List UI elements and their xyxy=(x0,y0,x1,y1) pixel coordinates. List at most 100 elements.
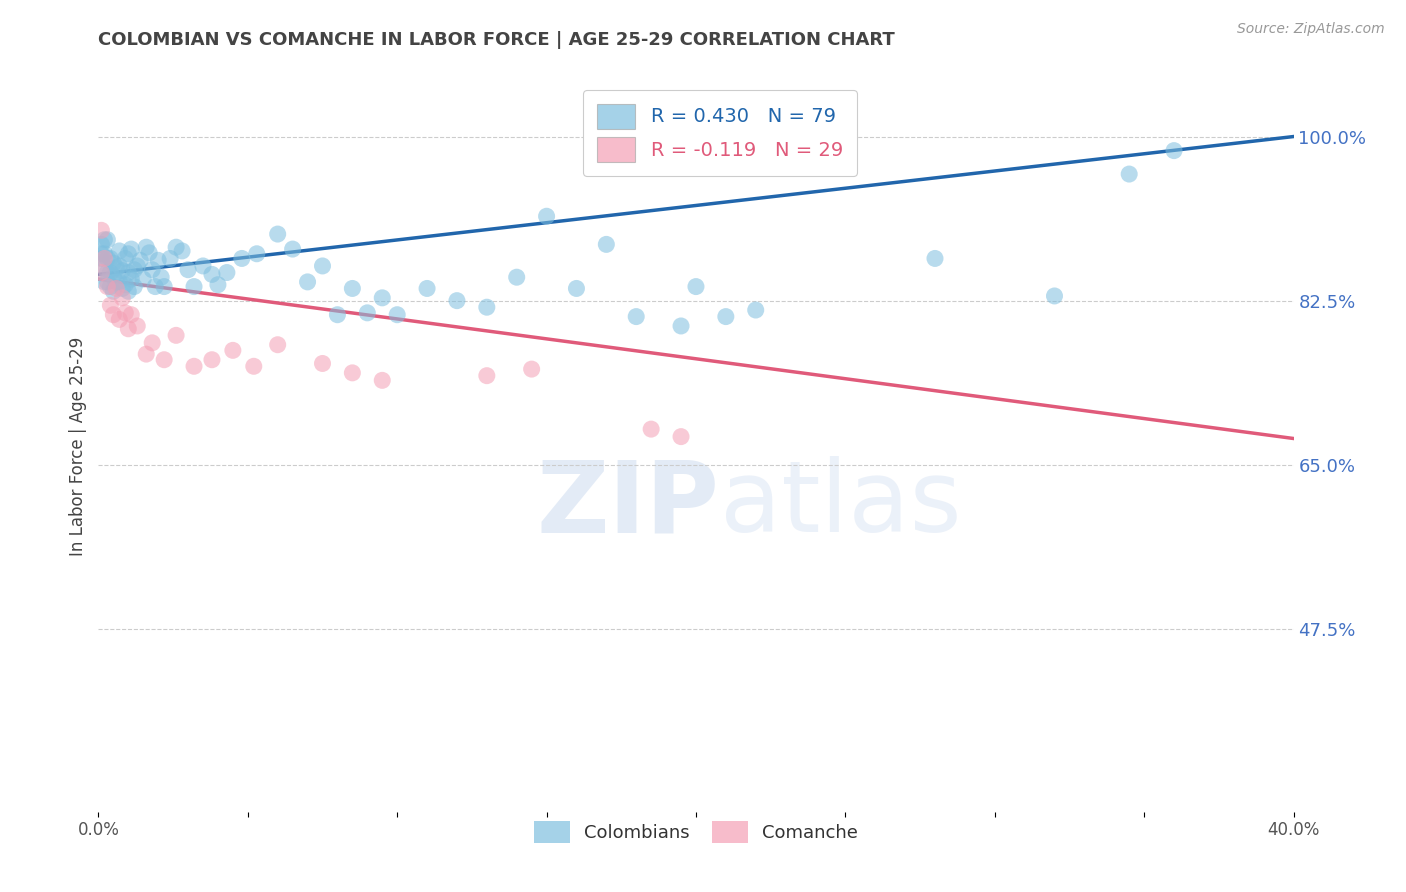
Point xyxy=(90,266,112,280)
Point xyxy=(98,298,122,312)
Point xyxy=(108,259,131,273)
Point xyxy=(93,260,115,275)
Point xyxy=(326,308,349,322)
Point xyxy=(520,362,543,376)
Point xyxy=(342,281,364,295)
Point xyxy=(595,237,617,252)
Point xyxy=(90,223,112,237)
Point xyxy=(159,252,181,266)
Point xyxy=(98,279,122,293)
Point xyxy=(138,245,160,260)
Point xyxy=(135,347,157,361)
Point xyxy=(132,272,155,286)
Point xyxy=(231,252,253,266)
Point xyxy=(565,281,588,295)
Point xyxy=(93,233,115,247)
Point xyxy=(108,275,131,289)
Point xyxy=(153,352,176,367)
Point xyxy=(98,252,122,266)
Point xyxy=(117,246,139,260)
Point xyxy=(98,266,122,280)
Point xyxy=(120,242,142,256)
Point xyxy=(117,266,139,280)
Text: ZIP: ZIP xyxy=(537,456,720,553)
Point xyxy=(135,240,157,254)
Point xyxy=(90,237,112,252)
Point xyxy=(96,275,118,289)
Point xyxy=(297,275,319,289)
Text: atlas: atlas xyxy=(720,456,962,553)
Point xyxy=(124,262,146,277)
Point xyxy=(183,279,205,293)
Point xyxy=(246,246,269,260)
Point xyxy=(475,368,498,383)
Point xyxy=(1163,144,1185,158)
Point xyxy=(183,359,205,374)
Point xyxy=(1043,289,1066,303)
Point xyxy=(150,270,173,285)
Point xyxy=(385,308,409,322)
Point xyxy=(172,244,194,258)
Point xyxy=(191,259,214,273)
Point xyxy=(93,246,115,260)
Point xyxy=(177,262,200,277)
Point xyxy=(215,266,238,280)
Text: COLOMBIAN VS COMANCHE IN LABOR FORCE | AGE 25-29 CORRELATION CHART: COLOMBIAN VS COMANCHE IN LABOR FORCE | A… xyxy=(98,31,896,49)
Point xyxy=(311,356,333,370)
Point xyxy=(222,343,245,358)
Point xyxy=(1118,167,1140,181)
Point xyxy=(267,337,290,351)
Point xyxy=(371,373,394,387)
Point xyxy=(120,272,142,286)
Point xyxy=(356,306,378,320)
Legend: Colombians, Comanche: Colombians, Comanche xyxy=(527,814,865,850)
Point xyxy=(96,233,118,247)
Point xyxy=(416,281,439,295)
Point xyxy=(111,281,134,295)
Point xyxy=(165,328,187,343)
Point xyxy=(114,306,136,320)
Point xyxy=(90,252,112,266)
Point xyxy=(281,242,304,256)
Point xyxy=(96,252,118,266)
Point xyxy=(475,300,498,314)
Point xyxy=(342,366,364,380)
Point xyxy=(207,277,229,292)
Point xyxy=(105,281,128,295)
Point xyxy=(117,285,139,299)
Point xyxy=(536,209,558,223)
Point xyxy=(114,277,136,292)
Point xyxy=(506,270,529,285)
Point xyxy=(201,352,224,367)
Point xyxy=(103,285,125,299)
Point xyxy=(267,227,290,241)
Point xyxy=(111,291,134,305)
Point xyxy=(745,303,768,318)
Point xyxy=(105,260,128,275)
Text: Source: ZipAtlas.com: Source: ZipAtlas.com xyxy=(1237,22,1385,37)
Point xyxy=(153,279,176,293)
Point xyxy=(640,422,662,436)
Point xyxy=(111,263,134,277)
Point xyxy=(714,310,737,324)
Point xyxy=(117,322,139,336)
Point xyxy=(96,279,118,293)
Point xyxy=(96,266,118,280)
Point xyxy=(165,240,187,254)
Point xyxy=(93,275,115,289)
Point xyxy=(127,259,149,273)
Point xyxy=(103,256,125,270)
Point xyxy=(108,244,131,258)
Point xyxy=(141,335,163,350)
Point xyxy=(685,279,707,293)
Point xyxy=(311,259,333,273)
Point xyxy=(669,429,692,443)
Point xyxy=(148,253,170,268)
Point xyxy=(446,293,468,308)
Point xyxy=(103,308,125,322)
Point xyxy=(924,252,946,266)
Point xyxy=(669,318,692,333)
Point xyxy=(124,279,146,293)
Point xyxy=(127,318,149,333)
Point xyxy=(141,262,163,277)
